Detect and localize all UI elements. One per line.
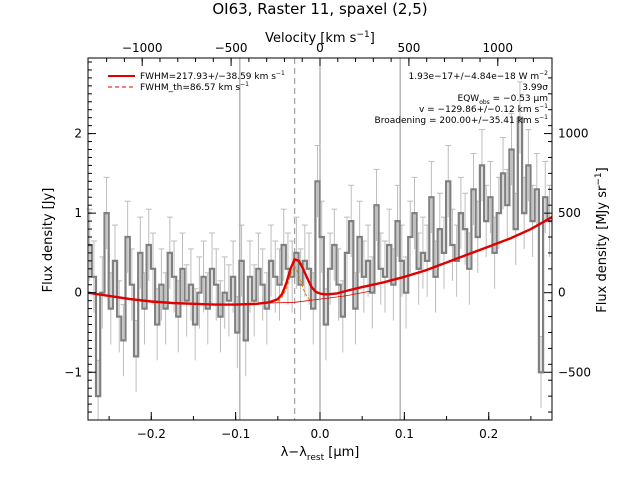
- y-tick-label-0: −1: [64, 365, 82, 379]
- legend-label-fwhm: FWHM=217.93+/−38.59 km s−1: [140, 70, 285, 82]
- top-tick-label-4: 1000: [483, 41, 514, 55]
- y-axis-label: Flux density [Jy]: [41, 188, 56, 293]
- x-tick-label-0: −0.2: [137, 427, 166, 441]
- data-histogram: [88, 116, 552, 398]
- annotation-velocity: v = −129.86+/−0.12 km s−1: [419, 103, 548, 115]
- x-tick-label-2: 0.0: [310, 427, 329, 441]
- top-tick-label-1: −500: [215, 41, 248, 55]
- annotation-sigma: 3.99σ: [522, 83, 548, 93]
- continuum-line: [269, 290, 371, 304]
- legend-item-fwhm: FWHM=217.93+/−38.59 km s−1: [108, 70, 285, 82]
- right-tick-label-1: 0: [558, 286, 566, 300]
- thermal-component-line: [277, 264, 312, 302]
- top-tick-label-2: 0: [316, 41, 324, 55]
- right-tick-label-0: −500: [558, 365, 591, 379]
- x-tick-label-3: 0.1: [395, 427, 414, 441]
- legend-label-fwhm-th: FWHM_th=86.57 km s−1: [140, 81, 249, 93]
- top-tick-label-0: −1000: [122, 41, 163, 55]
- right-axis-label: Flux density [MJy sr−1]: [594, 167, 610, 312]
- x-tick-label-4: 0.2: [479, 427, 498, 441]
- y-tick-label-3: 2: [74, 127, 82, 141]
- top-axis-label: Velocity [km s−1]: [265, 30, 375, 46]
- legend-item-fwhm-th: FWHM_th=86.57 km s−1: [108, 81, 249, 93]
- x-tick-label-1: −0.1: [221, 427, 250, 441]
- x-axis-label: λ−λrest [μm]: [281, 445, 360, 463]
- legend: FWHM=217.93+/−38.59 km s−1 FWHM_th=86.57…: [108, 70, 285, 93]
- y-tick-label-2: 1: [74, 206, 82, 220]
- annotation-eqw: EQWobs = −0.53 μm: [458, 94, 548, 106]
- y-tick-label-1: 0: [74, 286, 82, 300]
- fit-annotations: 1.93e−17+/−4.84e−18 W m−2 3.99σ EQWobs =…: [375, 70, 549, 126]
- right-tick-label-2: 500: [558, 206, 581, 220]
- model-fit-line: [87, 216, 553, 306]
- top-tick-label-3: 500: [397, 41, 420, 55]
- chart-title: OI63, Raster 11, spaxel (2,5): [212, 0, 427, 18]
- right-tick-label-3: 1000: [558, 127, 589, 141]
- annotation-flux: 1.93e−17+/−4.84e−18 W m−2: [409, 70, 549, 82]
- annotation-broadening: Broadening = 200.00+/−35.41 km s−1: [375, 114, 549, 126]
